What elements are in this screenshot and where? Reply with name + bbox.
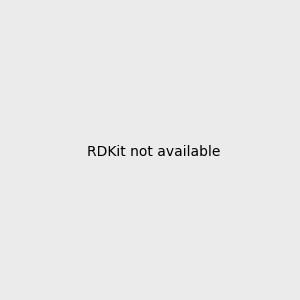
Text: RDKit not available: RDKit not available xyxy=(87,145,220,158)
